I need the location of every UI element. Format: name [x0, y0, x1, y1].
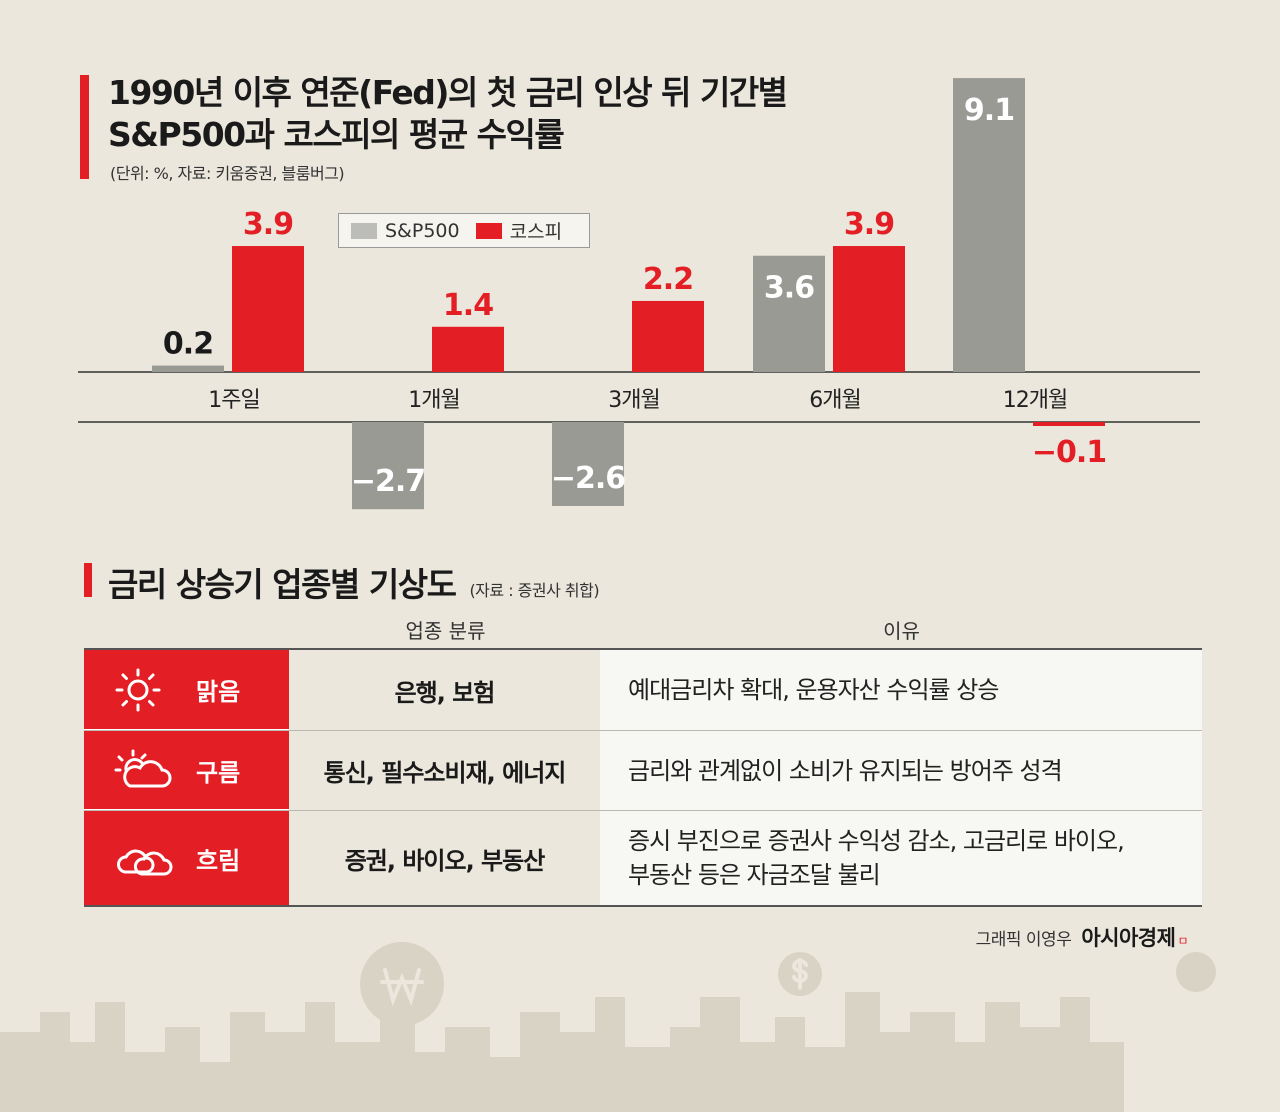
- bar-sp500: [152, 365, 224, 372]
- section-title-text: 금리 상승기 업종별 기상도: [108, 565, 457, 604]
- legend-item-kospi: 코스피: [475, 217, 563, 244]
- column-header-sector: 업종 분류: [405, 619, 486, 643]
- chart-title: 1990년 이후 연준(Fed)의 첫 금리 인상 뒤 기간별 S&P500과 …: [108, 72, 828, 156]
- value-label: 0.2: [163, 327, 213, 362]
- table-row: 맑음 은행, 보험 예대금리차 확대, 운용자산 수익률 상승: [84, 650, 1202, 730]
- value-label: −2.6: [551, 461, 625, 496]
- title-line-2: S&P500과 코스피의 평균 수익률: [108, 115, 565, 154]
- category-label: 1개월: [408, 388, 459, 413]
- category-label: 1주일: [208, 388, 259, 413]
- won-symbol: [383, 968, 421, 1007]
- weather-label: 흐림: [196, 846, 241, 875]
- bar-sp500: [953, 78, 1025, 372]
- partly-cloudy-icon: [114, 748, 184, 792]
- won-coin-icon: [1176, 952, 1216, 992]
- legend-label-sp500: S&P500: [385, 219, 460, 242]
- weather-cell: 맑음: [84, 650, 289, 730]
- credit-text: 그래픽 이영우: [975, 930, 1072, 950]
- reason-cell: 예대금리차 확대, 운용자산 수익률 상승: [600, 650, 1202, 730]
- chart-subtitle: (단위: %, 자료: 키움증권, 블룸버그): [110, 164, 345, 183]
- skyline-decoration: [0, 942, 1216, 1112]
- reason-line-1: 증시 부진으로 증권사 수익성 감소, 고금리로 바이오,: [628, 827, 1125, 855]
- bar-sp500: [352, 422, 424, 510]
- value-label: 3.6: [764, 271, 814, 306]
- category-label: 6개월: [809, 388, 860, 413]
- value-label: −2.7: [351, 464, 425, 499]
- bar-chart: 1주일 1개월 3개월 6개월 12개월 0.2 −2.7 −2.6 3.6 9.1 3.9 1.4 2…: [78, 78, 1200, 510]
- category-label: 3개월: [608, 388, 659, 413]
- table-row: 흐림 증권, 바이오, 부동산 증시 부진으로 증권사 수익성 감소, 고금리로…: [84, 810, 1202, 905]
- weather-cell: 흐림: [84, 811, 289, 905]
- value-label: 9.1: [964, 93, 1014, 128]
- brand-logo: 아시아경제: [1081, 926, 1176, 950]
- sector-cell: 은행, 보험: [394, 678, 496, 707]
- weather-cell: 구름: [84, 731, 289, 810]
- sector-cell: 통신, 필수소비재, 에너지: [323, 759, 567, 787]
- legend-label-kospi: 코스피: [509, 221, 563, 243]
- chart-legend: S&P500 코스피: [338, 213, 590, 248]
- legend-item-sp500: S&P500: [351, 220, 460, 242]
- section-accent-bar: [84, 563, 92, 597]
- value-label: 3.9: [243, 207, 293, 242]
- value-label: 1.4: [443, 288, 493, 323]
- title-line-1: 1990년 이후 연준(Fed)의 첫 금리 인상 뒤 기간별: [108, 73, 788, 112]
- bar-kospi: [432, 326, 504, 372]
- bar-sp500: [552, 422, 624, 506]
- table-row: 구름 통신, 필수소비재, 에너지 금리와 관계없이 소비가 유지되는 방어주 …: [84, 730, 1202, 810]
- title-accent-bar: [80, 75, 89, 179]
- reason-line-2: 부동산 등은 자금조달 불리: [628, 861, 881, 889]
- sector-cell: 증권, 바이오, 부동산: [344, 846, 546, 875]
- sun-icon: [114, 668, 184, 712]
- legend-swatch-sp500: [351, 222, 377, 239]
- credit: 그래픽 이영우 아시아경제 ㅁ: [975, 922, 1189, 952]
- section-source: (자료 : 증권사 취합): [469, 581, 600, 600]
- weather-table: 맑음 은행, 보험 예대금리차 확대, 운용자산 수익률 상승 구름 통신, 필…: [84, 648, 1202, 907]
- weather-label: 구름: [196, 758, 241, 787]
- reason-cell: 금리와 관계없이 소비가 유지되는 방어주 성격: [600, 731, 1202, 810]
- column-header-reason: 이유: [883, 619, 920, 643]
- section-title: 금리 상승기 업종별 기상도 (자료 : 증권사 취합): [108, 558, 600, 606]
- value-label: 2.2: [643, 262, 693, 297]
- brand-mark: ㅁ: [1177, 934, 1188, 948]
- category-label: 12개월: [1003, 388, 1067, 413]
- value-label: −0.1: [1032, 435, 1106, 470]
- bar-kospi: [232, 246, 304, 372]
- bar-kospi: [632, 300, 704, 372]
- reason-cell: 증시 부진으로 증권사 수익성 감소, 고금리로 바이오, 부동산 등은 자금조…: [600, 811, 1202, 905]
- bar-kospi: [833, 246, 905, 372]
- bar-sp500: [753, 255, 825, 372]
- cloud-icon: [114, 836, 184, 880]
- value-label: 3.9: [844, 207, 894, 242]
- bar-kospi: [1033, 422, 1105, 426]
- weather-label: 맑음: [196, 678, 241, 706]
- legend-swatch-kospi: [475, 222, 502, 239]
